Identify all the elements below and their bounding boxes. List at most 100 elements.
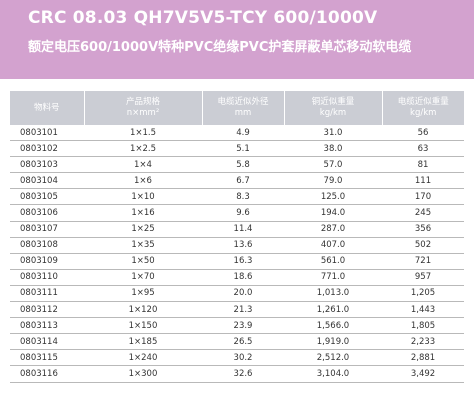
cell-spec: 1×10 — [84, 188, 202, 206]
cell-copper-weight: 79.0 — [284, 172, 382, 190]
cell-copper-weight: 194.0 — [284, 204, 382, 222]
table-row: 0803116 1×300 32.6 3,104.0 3,492 — [10, 365, 464, 383]
table-header-row: 物料号 产品规格 n×mm² 电缆近似外径 mm 铜近似重量 kg/km 电缆近… — [10, 91, 464, 125]
cell-material-no: 0803105 — [10, 188, 84, 206]
cell-material-no: 0803103 — [10, 156, 84, 174]
cell-material-no: 0803114 — [10, 333, 84, 351]
table-row: 0803111 1×95 20.0 1,013.0 1,205 — [10, 285, 464, 303]
cell-spec: 1×185 — [84, 333, 202, 351]
table-row: 0803105 1×10 8.3 125.0 170 — [10, 188, 464, 206]
cell-spec: 1×2.5 — [84, 140, 202, 158]
cell-copper-weight: 1,566.0 — [284, 317, 382, 335]
table-row: 0803107 1×25 11.4 287.0 356 — [10, 221, 464, 238]
cell-copper-weight: 3,104.0 — [284, 365, 382, 383]
column-header-label: 电缆近似重量 — [397, 97, 449, 107]
table-row: 0803104 1×6 6.7 79.0 111 — [10, 172, 464, 190]
cell-spec: 1×150 — [84, 317, 202, 335]
column-header-unit: kg/km — [410, 108, 437, 118]
cell-diameter: 9.6 — [202, 204, 284, 222]
cell-material-no: 0803101 — [10, 125, 84, 142]
cell-cable-weight: 721 — [382, 253, 464, 270]
cell-diameter: 26.5 — [202, 333, 284, 351]
cell-copper-weight: 31.0 — [284, 125, 382, 142]
spec-table-container: 物料号 产品规格 n×mm² 电缆近似外径 mm 铜近似重量 kg/km 电缆近… — [10, 91, 464, 383]
cell-cable-weight: 957 — [382, 269, 464, 286]
cell-spec: 1×70 — [84, 269, 202, 286]
column-header-cable-weight: 电缆近似重量 kg/km — [381, 91, 464, 125]
cell-cable-weight: 1,443 — [382, 301, 464, 319]
cell-spec: 1×240 — [84, 349, 202, 367]
cell-material-no: 0803104 — [10, 172, 84, 190]
column-header-material-no: 物料号 — [10, 91, 84, 125]
cell-diameter: 20.0 — [202, 285, 284, 303]
cell-copper-weight: 287.0 — [284, 221, 382, 238]
cell-diameter: 23.9 — [202, 317, 284, 335]
cell-diameter: 4.9 — [202, 125, 284, 142]
column-header-label: 物料号 — [33, 102, 60, 113]
cell-cable-weight: 2,881 — [382, 349, 464, 367]
cell-cable-weight: 1,205 — [382, 285, 464, 303]
column-header-label: 铜近似重量 — [311, 97, 355, 107]
column-header-label: 电缆近似外径 — [217, 97, 269, 107]
cell-cable-weight: 63 — [382, 140, 464, 158]
table-row: 0803101 1×1.5 4.9 31.0 56 — [10, 125, 464, 142]
cell-spec: 1×300 — [84, 365, 202, 383]
cell-cable-weight: 3,492 — [382, 365, 464, 383]
cell-copper-weight: 57.0 — [284, 156, 382, 174]
cell-material-no: 0803113 — [10, 317, 84, 335]
table-row: 0803113 1×150 23.9 1,566.0 1,805 — [10, 317, 464, 335]
page-title: CRC 08.03 QH7V5V5-TCY 600/1000V — [28, 8, 378, 28]
column-header-label: 产品规格 — [125, 97, 160, 107]
cell-diameter: 11.4 — [202, 221, 284, 238]
cell-cable-weight: 245 — [382, 204, 464, 222]
cell-copper-weight: 1,013.0 — [284, 285, 382, 303]
cell-material-no: 0803115 — [10, 349, 84, 367]
cell-copper-weight: 1,261.0 — [284, 301, 382, 319]
cell-material-no: 0803107 — [10, 221, 84, 238]
table-row: 0803112 1×120 21.3 1,261.0 1,443 — [10, 301, 464, 319]
column-header-unit: mm — [234, 108, 252, 118]
cell-material-no: 0803112 — [10, 301, 84, 319]
cell-spec: 1×50 — [84, 253, 202, 270]
cell-cable-weight: 170 — [382, 188, 464, 206]
cell-cable-weight: 502 — [382, 237, 464, 254]
cell-diameter: 32.6 — [202, 365, 284, 383]
cell-cable-weight: 2,233 — [382, 333, 464, 351]
column-header-diameter: 电缆近似外径 mm — [201, 91, 284, 125]
cell-material-no: 0803116 — [10, 365, 84, 383]
table-row: 0803108 1×35 13.6 407.0 502 — [10, 237, 464, 254]
table-row: 0803110 1×70 18.6 771.0 957 — [10, 269, 464, 286]
cell-diameter: 8.3 — [202, 188, 284, 206]
cell-spec: 1×25 — [84, 221, 202, 238]
cell-cable-weight: 81 — [382, 156, 464, 174]
cell-material-no: 0803111 — [10, 285, 84, 303]
cell-copper-weight: 2,512.0 — [284, 349, 382, 367]
table-row: 0803109 1×50 16.3 561.0 721 — [10, 253, 464, 270]
cell-spec: 1×1.5 — [84, 125, 202, 142]
cell-cable-weight: 1,805 — [382, 317, 464, 335]
cell-material-no: 0803109 — [10, 253, 84, 270]
title-banner: CRC 08.03 QH7V5V5-TCY 600/1000V 额定电压600/… — [0, 0, 474, 79]
table-header: 物料号 产品规格 n×mm² 电缆近似外径 mm 铜近似重量 kg/km 电缆近… — [10, 91, 464, 125]
cell-spec: 1×16 — [84, 204, 202, 222]
cell-material-no: 0803102 — [10, 140, 84, 158]
table-row: 0803114 1×185 26.5 1,919.0 2,233 — [10, 333, 464, 351]
cell-diameter: 30.2 — [202, 349, 284, 367]
cell-diameter: 13.6 — [202, 237, 284, 254]
cell-spec: 1×120 — [84, 301, 202, 319]
table-row: 0803106 1×16 9.6 194.0 245 — [10, 204, 464, 222]
cell-cable-weight: 111 — [382, 172, 464, 190]
cell-material-no: 0803110 — [10, 269, 84, 286]
column-header-copper-weight: 铜近似重量 kg/km — [283, 91, 382, 125]
table-body: 0803101 1×1.5 4.9 31.0 56 0803102 1×2.5 5.1 38.0… — [10, 125, 464, 383]
cell-diameter: 21.3 — [202, 301, 284, 319]
cell-spec: 1×6 — [84, 172, 202, 190]
spec-table: 物料号 产品规格 n×mm² 电缆近似外径 mm 铜近似重量 kg/km 电缆近… — [10, 91, 464, 383]
cell-material-no: 0803108 — [10, 237, 84, 254]
cell-copper-weight: 125.0 — [284, 188, 382, 206]
cell-diameter: 5.8 — [202, 156, 284, 174]
column-header-unit: n×mm² — [126, 108, 160, 118]
cell-spec: 1×4 — [84, 156, 202, 174]
cell-copper-weight: 1,919.0 — [284, 333, 382, 351]
cell-diameter: 18.6 — [202, 269, 284, 286]
